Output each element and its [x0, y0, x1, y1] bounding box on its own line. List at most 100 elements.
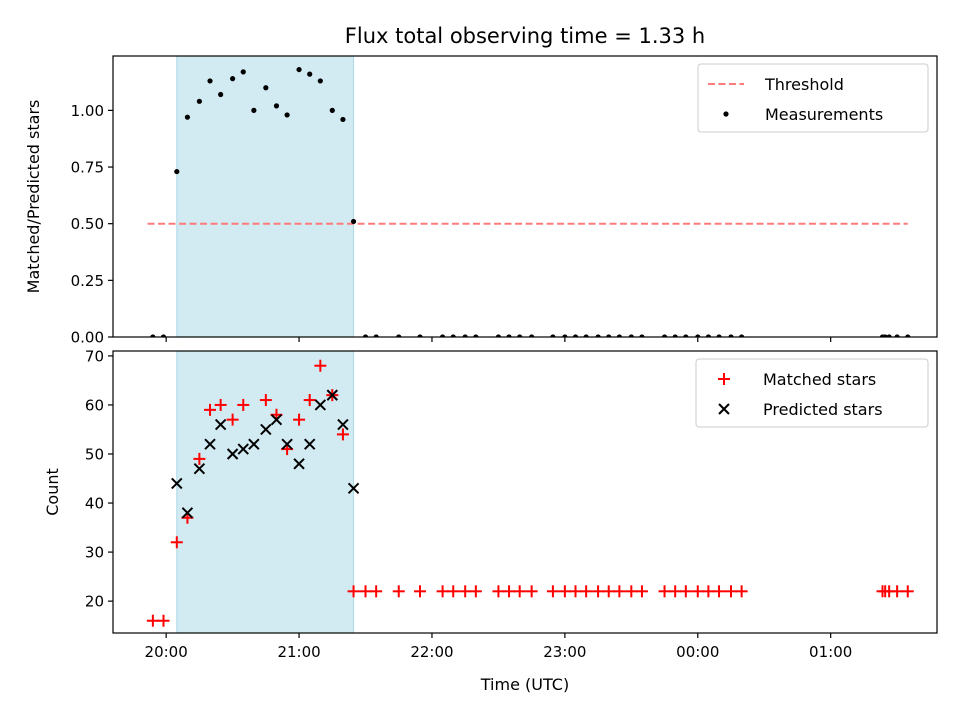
measurement-point: [207, 78, 213, 84]
matched-star-point: [580, 585, 593, 598]
matched-star-point: [702, 585, 715, 598]
legend-matched-swatch: [718, 373, 730, 385]
predicted-star-point: [326, 389, 338, 401]
measurement-point: [550, 334, 556, 337]
y-tick-label: 50: [85, 445, 104, 463]
matched-star-point: [503, 585, 516, 598]
matched-star-point: [204, 403, 217, 416]
matched-star-point: [359, 585, 372, 598]
x-tick-label: 00:00: [676, 643, 719, 661]
matched-star-point: [691, 585, 704, 598]
x-tick-label: 22:00: [410, 643, 453, 661]
y-tick-label: 20: [85, 593, 104, 611]
predicted-star-point: [181, 507, 194, 519]
matched-star-point: [146, 614, 159, 627]
observing-interval-shade: [176, 350, 355, 634]
measurement-point: [616, 334, 622, 337]
matched-star-point: [658, 585, 671, 598]
matched-star-point: [336, 428, 349, 441]
predicted-star-point: [193, 462, 206, 475]
measurement-point: [417, 334, 423, 337]
measurement-point: [307, 71, 313, 77]
matched-star-point: [459, 585, 472, 598]
measurement-point: [695, 334, 701, 337]
measurement-point: [606, 334, 612, 337]
measurement-point: [905, 334, 911, 337]
matched-star-point: [635, 585, 648, 598]
y-tick-label: 70: [85, 347, 104, 365]
x-tick-label: 23:00: [543, 643, 586, 661]
measurement-point: [595, 334, 601, 337]
y-tick-label: 60: [85, 396, 104, 414]
matched-star-point: [193, 452, 206, 465]
measurement-point: [628, 334, 634, 337]
predicted-star-point: [293, 458, 305, 470]
measurement-point: [350, 218, 357, 225]
predicted-star-point: [171, 477, 183, 490]
matched-star-point: [602, 585, 615, 598]
matched-star-point: [679, 585, 692, 598]
measurement-point: [450, 334, 456, 337]
matched-star-point: [891, 585, 904, 598]
y-tick-label: 0.25: [71, 272, 104, 290]
matched-star-point: [214, 398, 227, 411]
axes-frame: [112, 55, 938, 338]
matched-star-point: [414, 585, 427, 598]
matched-star-point: [259, 394, 272, 407]
y-tick-label: 0.75: [71, 159, 104, 177]
y-tick-label: 0.50: [71, 215, 104, 233]
measurement-point: [174, 168, 180, 175]
matched-star-point: [713, 585, 726, 598]
matched-star-point: [447, 585, 460, 598]
measurement-point: [683, 334, 689, 337]
measurement-point: [583, 334, 589, 337]
measurement-point: [728, 334, 734, 337]
measurement-point: [495, 334, 502, 337]
measurement-point: [440, 334, 446, 337]
y-tick-label: 0.00: [71, 329, 104, 347]
measurement-point: [251, 107, 257, 113]
legend-box: [695, 358, 929, 428]
matched-star-point: [469, 585, 482, 598]
matched-star-point: [170, 536, 183, 549]
predicted-star-point: [248, 438, 260, 450]
matched-star-point: [513, 585, 526, 598]
measurement-point: [317, 78, 323, 84]
plot-area: [146, 359, 914, 627]
matched-star-point: [558, 585, 571, 598]
measurement-point: [894, 334, 900, 337]
axes-frame: [112, 350, 938, 634]
measurement-point: [329, 107, 335, 113]
measurement-point: [639, 334, 645, 337]
matched-star-point: [901, 585, 914, 598]
matched-star-point: [669, 585, 682, 598]
predicted-star-point: [204, 438, 216, 450]
measurement-point: [396, 334, 402, 337]
observing-interval-shade: [176, 55, 355, 338]
measurement-point: [296, 66, 302, 73]
matched-star-point: [303, 394, 316, 407]
legend-label: Measurements: [765, 105, 883, 124]
measurement-point: [230, 76, 236, 82]
measurement-point: [886, 334, 892, 337]
y-axis-label: Matched/Predicted stars: [24, 100, 43, 294]
matched-star-point: [370, 585, 383, 598]
y-tick-label: 40: [85, 495, 104, 513]
measurement-point: [218, 91, 224, 98]
x-tick-label: 01:00: [809, 643, 852, 661]
matched-star-point: [293, 413, 306, 426]
measurement-point: [739, 334, 745, 337]
matched-star-point: [237, 398, 250, 411]
matched-star-point: [625, 585, 638, 598]
measurement-point: [196, 98, 202, 104]
measurement-point: [661, 334, 668, 337]
matched-star-point: [492, 585, 505, 598]
matched-star-point: [226, 413, 239, 426]
x-tick-label: 20:00: [145, 643, 188, 661]
matched-star-point: [157, 614, 170, 627]
measurement-point: [705, 334, 712, 337]
measurement-point: [529, 334, 535, 337]
legend-box: [697, 63, 929, 133]
matched-star-point: [735, 585, 748, 598]
